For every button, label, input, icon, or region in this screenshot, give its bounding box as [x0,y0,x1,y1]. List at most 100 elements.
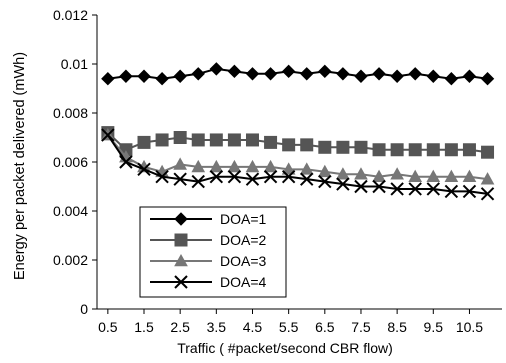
series-line [107,67,488,80]
x-tick-label: 2.5 [170,319,190,335]
data-point [426,143,440,157]
data-point [245,159,260,173]
data-point [119,69,133,83]
data-point [336,140,350,154]
data-point [408,169,423,182]
data-point [173,69,187,83]
data-point [281,169,296,184]
data-point [354,167,368,180]
data-point [300,138,314,152]
x-tick-label: 7.5 [351,319,371,335]
x-tick-label: 1.5 [134,319,154,335]
series-4 [101,128,495,201]
data-point [263,67,278,81]
data-point [101,71,115,86]
data-point [462,69,477,83]
data-point [426,182,441,196]
x-tick-label: 6.5 [315,319,335,335]
data-point [462,169,477,182]
data-point [173,172,187,186]
legend-item: DOA=2 [150,232,267,248]
data-point [245,133,259,147]
data-point [299,162,314,175]
legend-item: DOA=4 [150,274,267,290]
legend-item: DOA=1 [150,211,267,227]
data-point [209,62,224,76]
data-point [300,67,314,81]
series-line [107,134,488,195]
data-point [444,169,459,182]
data-point [281,162,296,175]
data-point [119,155,133,169]
data-point [137,162,151,177]
data-point [390,167,404,180]
data-point [317,164,332,178]
y-tick-label: 0.004 [53,203,88,219]
data-point [462,143,476,157]
data-point [155,71,169,86]
data-point [480,172,495,185]
x-tick-label: 10.5 [456,319,483,335]
legend-label: DOA=2 [220,232,267,248]
data-point [264,135,278,149]
y-tick-label: 0.012 [53,7,88,23]
data-point [390,143,404,157]
y-tick-label: 0.008 [53,105,88,121]
data-point [227,159,242,173]
legend-marker [174,212,188,226]
legend-marker [174,253,188,267]
series-2 [101,126,495,159]
x-tick-label: 4.5 [243,319,263,335]
data-point [318,64,332,79]
data-point [281,64,296,79]
data-point [336,167,350,180]
data-point [444,184,459,199]
data-point [408,143,422,157]
data-point [191,174,205,189]
data-point [209,169,224,184]
data-point [137,135,151,149]
data-point [444,71,459,86]
data-point [137,69,151,83]
data-point [227,133,241,147]
data-point [300,172,314,186]
data-point [426,69,441,83]
data-point [227,64,242,79]
x-axis-title: Traffic ( #packet/second CBR flow) [177,340,393,356]
data-point [480,187,495,201]
x-tick-label: 5.5 [279,319,299,335]
legend-label: DOA=4 [220,274,267,290]
x-tick-label: 3.5 [207,319,227,335]
y-tick-label: 0.01 [61,56,88,72]
data-point [354,179,368,194]
data-point [481,145,495,159]
data-point [173,131,187,144]
data-point [336,177,350,191]
x-tick-label: 0.5 [98,319,118,335]
y-tick-label: 0 [80,301,88,317]
data-point [173,157,188,170]
legend-marker [174,275,188,289]
y-tick-label: 0.002 [53,252,88,268]
data-point [408,67,422,81]
data-point [245,172,260,186]
data-point [101,128,115,142]
data-point [318,174,332,189]
y-tick-label: 0.006 [53,154,88,170]
data-point [191,133,205,147]
data-point [191,67,205,81]
legend-label: DOA=1 [220,211,267,227]
legend-item: DOA=3 [150,253,267,269]
data-point [462,184,477,199]
x-tick-label: 8.5 [387,319,407,335]
data-point [372,169,386,182]
data-point [227,169,242,184]
data-point [191,159,206,173]
data-point [426,169,441,182]
data-point [372,67,386,81]
data-point [245,67,260,81]
data-point [318,140,332,154]
legend-label: DOA=3 [220,253,267,269]
data-point [336,67,350,81]
